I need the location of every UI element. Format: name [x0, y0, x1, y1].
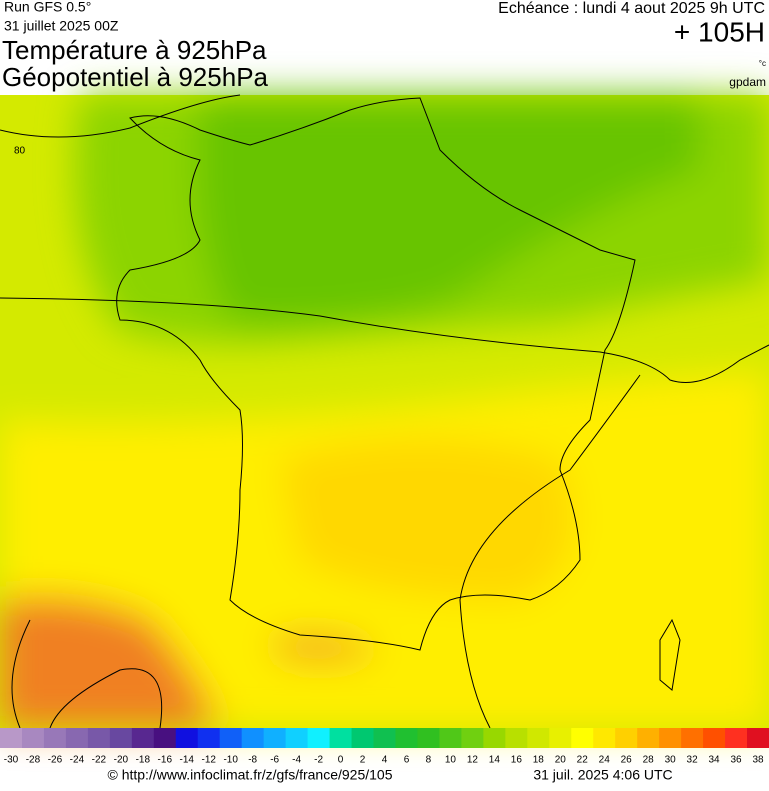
contour-line: [459, 374, 641, 729]
scale-cell: [549, 728, 572, 748]
scale-label: -4: [292, 755, 301, 766]
scale-label: 4: [382, 755, 388, 766]
scale-cell: [285, 728, 309, 748]
scale-label: 10: [445, 755, 457, 766]
scale-cell: [373, 728, 396, 748]
run-date: 31 juillet 2025 00Z: [4, 18, 119, 34]
scale-label: -10: [223, 755, 238, 766]
scale-cell: [659, 728, 682, 748]
contour-line: [0, 297, 769, 383]
lead-time: + 105H: [674, 16, 765, 47]
forecast-time: Echéance : lundi 4 aout 2025 9h UTC: [498, 0, 765, 17]
scale-label: 26: [621, 755, 633, 766]
scale-cell: [65, 728, 89, 748]
scale-label: 22: [577, 755, 589, 766]
scale-label: 20: [555, 755, 567, 766]
scale-label: 8: [426, 755, 432, 766]
corsica: [659, 618, 681, 691]
scale-label: -18: [136, 755, 151, 766]
area: [0, 597, 220, 728]
scale-cell: [153, 728, 177, 748]
scale-cell: [593, 728, 616, 748]
scale-label: 30: [665, 755, 677, 766]
scale-cell: [571, 728, 594, 748]
scale-label: 12: [467, 755, 479, 766]
scale-label: -2: [314, 755, 323, 766]
scale-cell: [747, 728, 769, 748]
scale-cell: [109, 728, 133, 748]
scale-label: -14: [180, 755, 195, 766]
scale-label: 28: [643, 755, 655, 766]
scale-label: 32: [687, 755, 699, 766]
scale-cell: [681, 728, 704, 748]
scale-cell: [527, 728, 550, 748]
run: Run GFS 0.5°: [4, 0, 91, 15]
scale-label: 14: [489, 755, 501, 766]
unit: °c: [759, 59, 766, 68]
generated-time: 31 juil. 2025 4:06 UTC: [533, 767, 672, 783]
scale-cell: [263, 728, 287, 748]
scale-label: 18: [533, 755, 545, 766]
area: [270, 636, 380, 659]
scale-label: 0: [338, 755, 344, 766]
scale-label: -8: [248, 755, 257, 766]
scale-cell: [43, 728, 67, 748]
scale-cell: [417, 728, 440, 748]
area: [198, 95, 700, 323]
scale-cell: [87, 728, 111, 748]
area: [280, 440, 574, 600]
source-url: © http://www.infoclimat.fr/z/gfs/france/…: [108, 767, 393, 783]
scale-label: -12: [202, 755, 217, 766]
scale-label: -22: [92, 755, 107, 766]
scale-cell: [175, 728, 199, 748]
scale-label: 2: [360, 755, 366, 766]
title: Température à 925hPa: [2, 35, 267, 65]
scale-label: -30: [4, 755, 19, 766]
scale-cell: [197, 728, 221, 748]
coastline: [116, 97, 636, 651]
contour-line: [11, 619, 163, 729]
scale-cell: [483, 728, 506, 748]
contour-unit: gpdam: [729, 75, 766, 89]
scale-label: 34: [709, 755, 721, 766]
scale-cell: [351, 728, 375, 748]
scale-label: 38: [752, 755, 764, 766]
scale-label: -28: [26, 755, 41, 766]
scale-label: 6: [404, 755, 410, 766]
scale-cell: [725, 728, 748, 748]
scale-label: -16: [158, 755, 173, 766]
title: Géopotentiel à 925hPa: [2, 62, 269, 92]
scale-label: -20: [114, 755, 129, 766]
map: 80: [0, 94, 769, 729]
scale-cell: [21, 728, 45, 748]
contour-line: [0, 94, 241, 138]
scale-cell: [241, 728, 265, 748]
scale-cell: [461, 728, 484, 748]
scale-cell: [505, 728, 528, 748]
scale-cell: [615, 728, 638, 748]
scale-cell: [395, 728, 418, 748]
scale-cell: [219, 728, 243, 748]
scale-cell: [637, 728, 660, 748]
scale-label: -24: [70, 755, 85, 766]
scale-cell: [439, 728, 462, 748]
contour-label: 80: [14, 146, 26, 157]
scale-label: -6: [270, 755, 279, 766]
scale-cell: [329, 728, 353, 748]
scale-cell: [131, 728, 155, 748]
scale-cell: [703, 728, 726, 748]
scale-label: 36: [730, 755, 742, 766]
color-scale: -30 -28 -26 -24 -22 -20 -18 -16 -14 -12 -10 -8 -6 -4-…: [0, 728, 769, 766]
scale-label: 24: [599, 755, 611, 766]
scale-cell: [0, 728, 23, 748]
scale-cell: [307, 728, 331, 748]
temperature-field: [0, 95, 769, 728]
scale-label: 16: [511, 755, 523, 766]
scale-label: -26: [48, 755, 63, 766]
